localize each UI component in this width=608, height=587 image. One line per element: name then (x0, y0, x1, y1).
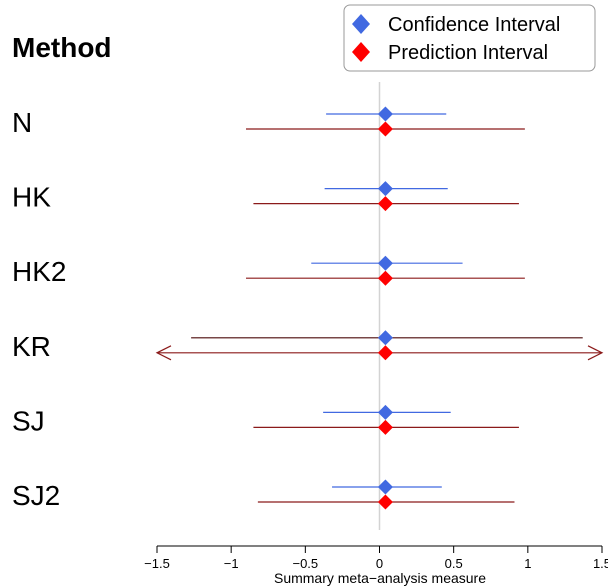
method-label-hk2: HK2 (12, 256, 66, 287)
x-tick-label-5: 1 (524, 556, 531, 571)
x-tick-label-6: 1.5 (593, 556, 608, 571)
x-tick-label-0: −1.5 (144, 556, 170, 571)
method-row-sj: SJ (12, 404, 519, 436)
ci-marker-sj (377, 404, 393, 420)
pi-marker-sj2 (377, 494, 393, 510)
method-label-hk: HK (12, 182, 51, 213)
method-label-n: N (12, 107, 32, 138)
method-row-n: N (12, 106, 525, 138)
pi-marker-hk2 (377, 270, 393, 286)
pi-marker-sj (377, 419, 393, 435)
x-tick-label-2: −0.5 (292, 556, 318, 571)
ci-marker-kr (377, 330, 393, 346)
legend: Confidence Interval Prediction Interval (343, 4, 596, 72)
pi-marker-n (377, 121, 393, 137)
x-axis: −1.5 −1 −0.5 0 0.5 1 1.5 (144, 545, 608, 571)
method-rows: N HK HK2 KR SJ SJ2 (12, 106, 604, 511)
method-label-kr: KR (12, 331, 51, 362)
ci-marker-hk2 (377, 255, 393, 271)
pi-marker-kr (377, 345, 393, 361)
method-row-hk: HK (12, 181, 519, 213)
x-axis-title: Summary meta−analysis measure (274, 570, 486, 586)
x-tick-label-1: −1 (224, 556, 239, 571)
method-row-kr: KR (12, 330, 604, 362)
method-row-hk2: HK2 (12, 255, 525, 287)
pi-arrow-right-kr (587, 345, 604, 361)
method-row-sj2: SJ2 (12, 479, 515, 511)
ci-marker-sj2 (377, 479, 393, 495)
x-tick-label-4: 0.5 (445, 556, 463, 571)
x-tick-label-3: 0 (376, 556, 383, 571)
legend-ci-label: Confidence Interval (388, 14, 560, 36)
legend-box (343, 4, 596, 72)
method-label-sj: SJ (12, 405, 45, 436)
legend-pi-label: Prediction Interval (388, 42, 548, 64)
pi-arrow-left-kr (155, 345, 172, 361)
method-label-sj2: SJ2 (12, 480, 60, 511)
legend-ci-marker (352, 14, 370, 34)
ci-marker-hk (377, 181, 393, 197)
legend-pi-marker (352, 42, 370, 62)
method-column-header: Method (12, 32, 112, 63)
ci-marker-n (377, 106, 393, 122)
pi-marker-hk (377, 196, 393, 212)
